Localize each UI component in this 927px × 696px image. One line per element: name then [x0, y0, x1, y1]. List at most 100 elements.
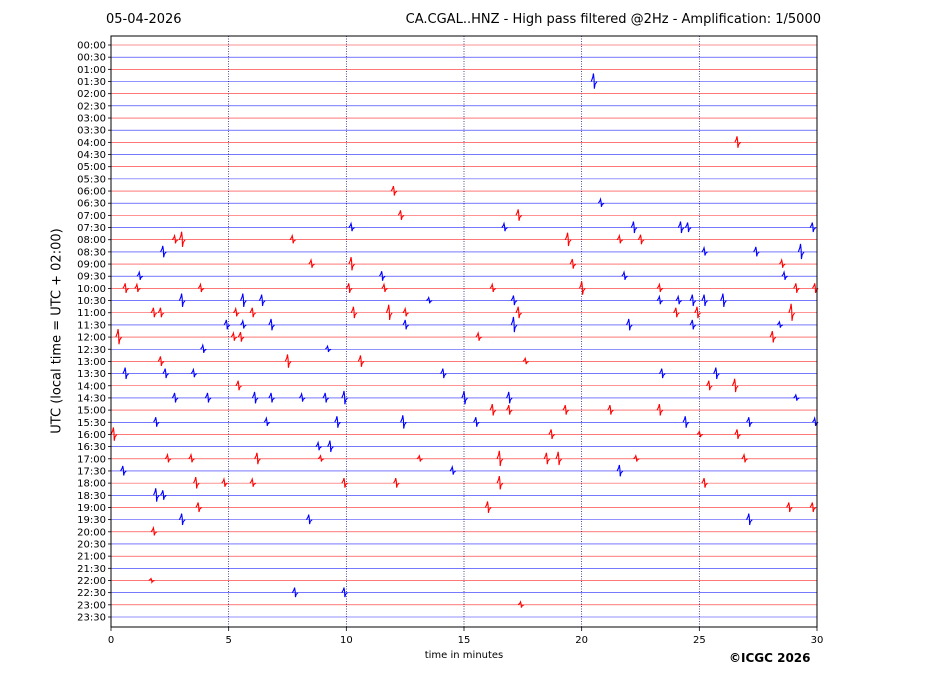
event-spike-1330-80 [122, 367, 130, 380]
event-spike-1530-104 [153, 417, 160, 427]
y-tick-label-1900: 19:00 [77, 503, 106, 514]
event-spike-1000-32 [197, 282, 205, 293]
event-spike-1000-36 [578, 281, 586, 295]
event-spike-1300-78 [357, 355, 365, 367]
event-spike-1000-34 [381, 282, 388, 293]
event-spike-1100-59 [694, 306, 701, 319]
event-spike-0730-10 [684, 222, 692, 233]
event-spike-1930-146 [746, 513, 753, 526]
event-spike-1600-114 [696, 429, 704, 438]
event-spike-2230-150 [341, 587, 348, 598]
event-spike-1800-131 [193, 477, 200, 489]
event-spike-1130-63 [268, 318, 275, 331]
event-spike-0830-21 [797, 243, 805, 260]
event-spike-1130-68 [776, 320, 784, 328]
event-spike-1800-137 [701, 477, 708, 488]
event-spike-1900-143 [809, 502, 817, 513]
event-spike-1030-48 [701, 294, 708, 307]
x-tick-label-30: 30 [811, 635, 824, 646]
event-spike-0730-7 [501, 221, 508, 232]
event-spike-1600-113 [548, 429, 555, 440]
vertical-gridlines [228, 36, 700, 627]
event-spike-0730-8 [630, 221, 638, 234]
event-spike-1300-76 [157, 356, 165, 367]
event-spike-1730-130 [616, 464, 624, 477]
y-tick-label-1230: 12:30 [77, 345, 106, 356]
y-tick-label-0530: 05:30 [77, 174, 106, 185]
event-spike-1130-66 [626, 318, 633, 331]
y-tick-label-1630: 16:30 [77, 442, 106, 453]
event-spike-1530-109 [682, 416, 690, 428]
chart-title: CA.CGAL..HNZ - High pass filtered @2Hz -… [405, 12, 821, 27]
event-spike-1200-69 [115, 328, 123, 345]
y-tick-label-1430: 14:30 [77, 393, 106, 404]
y-tick-label-1600: 16:00 [77, 430, 106, 441]
event-spike-1900-140 [195, 502, 202, 513]
event-spike-1200-71 [237, 331, 245, 342]
event-spike-1500-101 [562, 404, 570, 415]
y-tick-label-0300: 03:00 [77, 114, 106, 125]
y-tick-label-1000: 10:00 [77, 284, 106, 295]
event-spike-1100-58 [673, 307, 680, 318]
event-spike-1430-95 [341, 390, 348, 405]
event-spike-1200-73 [769, 330, 777, 343]
event-spike-1830-138 [153, 488, 160, 502]
event-spike-0730-6 [348, 221, 355, 232]
y-tick-label-1930: 19:30 [77, 515, 106, 526]
event-spike-1330-83 [440, 368, 447, 379]
event-spike-1800-133 [249, 477, 257, 487]
event-spike-1700-123 [496, 450, 504, 467]
event-spike-2230-149 [291, 587, 299, 598]
event-spike-1700-120 [254, 452, 261, 465]
event-spike-1000-33 [346, 283, 353, 294]
event-spike-1530-111 [812, 416, 819, 427]
event-spike-1500-103 [656, 403, 664, 416]
y-tick-label-2130: 21:30 [77, 564, 106, 575]
event-spike-1030-49 [720, 293, 727, 307]
y-tick-label-0200: 02:00 [77, 89, 106, 100]
y-tick-label-2230: 22:30 [77, 588, 106, 599]
event-spike-0900-25 [779, 257, 786, 268]
event-spike-0930-28 [621, 270, 628, 280]
event-spike-0830-19 [701, 245, 708, 256]
event-spike-1700-125 [555, 451, 563, 466]
event-spike-1330-85 [713, 367, 720, 380]
event-spike-1430-96 [461, 390, 468, 405]
y-tick-label-0700: 07:00 [77, 211, 106, 222]
event-spike-1200-70 [230, 330, 238, 341]
event-spike-1930-144 [178, 513, 186, 526]
event-spike-1430-93 [298, 391, 306, 402]
event-spike-0930-26 [136, 270, 144, 280]
event-spike-1230-74 [200, 343, 207, 354]
event-spike-1130-64 [402, 319, 410, 330]
event-spike-0400-1 [734, 136, 741, 148]
event-spike-0800-14 [289, 233, 297, 244]
event-spike-1000-37 [656, 282, 664, 293]
event-spike-0600-2 [390, 185, 398, 196]
event-spike-0930-27 [378, 271, 386, 281]
event-spike-1000-39 [811, 283, 819, 294]
event-spike-1000-38 [793, 283, 800, 294]
y-tick-label-0330: 03:30 [77, 126, 106, 137]
event-layer [110, 73, 819, 608]
event-spike-1100-57 [515, 306, 523, 319]
event-spike-1030-47 [689, 294, 697, 307]
event-spike-2300-151 [517, 600, 525, 608]
y-tick-label-0900: 09:00 [77, 260, 106, 271]
y-tick-label-1130: 11:30 [77, 320, 106, 331]
event-spike-1930-145 [306, 514, 313, 525]
event-spike-1530-107 [400, 415, 407, 429]
y-tick-label-0230: 02:30 [77, 101, 106, 112]
plot-frame [110, 35, 818, 628]
event-spike-1630-116 [315, 440, 322, 451]
event-spike-1600-112 [110, 427, 118, 441]
x-axis: 0 5 10 15 20 25 30 [108, 627, 824, 646]
event-spike-1200-72 [475, 330, 482, 341]
event-spike-1030-46 [675, 294, 682, 305]
event-spike-0930-29 [781, 270, 788, 280]
event-spike-1100-50 [150, 307, 158, 318]
event-spike-1530-108 [473, 417, 480, 427]
event-spike-1100-51 [157, 307, 165, 318]
event-spike-1100-52 [233, 306, 240, 317]
x-tick-label-25: 25 [693, 635, 706, 646]
